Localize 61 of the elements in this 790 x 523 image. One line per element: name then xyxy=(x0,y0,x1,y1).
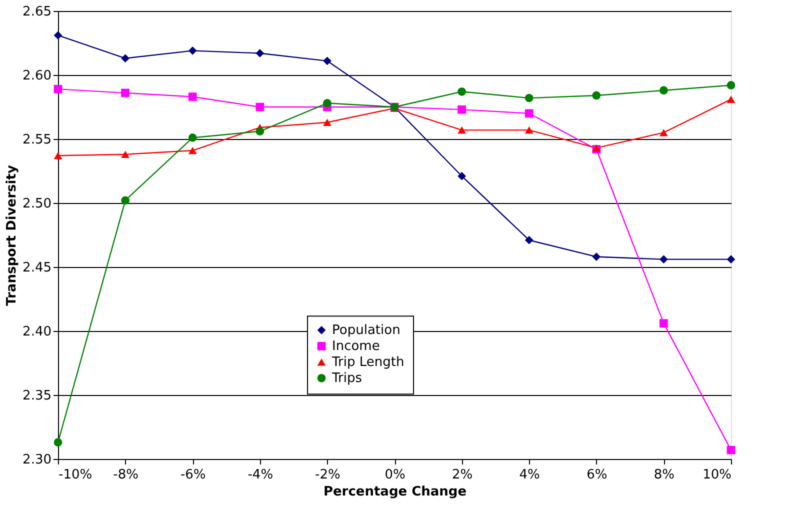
x-tick-label: -6% xyxy=(180,468,206,482)
y-tick-label: 2.65 xyxy=(22,4,52,20)
y-tick-label: 2.30 xyxy=(22,452,52,468)
point xyxy=(256,49,264,58)
y-tick-label: 2.50 xyxy=(22,196,52,212)
x-tick-label: -2% xyxy=(315,468,340,482)
point xyxy=(524,109,534,118)
legend-label: Income xyxy=(332,339,380,354)
x-axis-title: Percentage Change xyxy=(323,484,467,500)
point xyxy=(524,94,534,102)
x-tick-label: 6% xyxy=(586,468,608,482)
point xyxy=(121,54,130,63)
point xyxy=(458,105,466,114)
y-tick-label: 2.35 xyxy=(22,388,52,404)
point xyxy=(256,102,264,112)
y-tick-label: 2.55 xyxy=(22,132,52,148)
point xyxy=(726,96,736,103)
point xyxy=(592,252,601,261)
point xyxy=(458,87,466,96)
point xyxy=(323,98,332,108)
point xyxy=(54,84,62,94)
point xyxy=(458,126,466,134)
point xyxy=(524,236,534,244)
point xyxy=(188,134,197,142)
point xyxy=(458,172,466,180)
x-tick-label: -4% xyxy=(248,468,274,482)
point xyxy=(524,126,534,134)
point xyxy=(54,31,62,40)
point xyxy=(726,81,736,90)
point xyxy=(121,88,130,98)
point xyxy=(188,146,197,154)
x-tick-label: -8% xyxy=(113,468,138,482)
point xyxy=(121,196,130,205)
point xyxy=(256,127,264,136)
point xyxy=(592,91,601,100)
point xyxy=(726,446,736,454)
point xyxy=(188,46,197,55)
y-tick-label: 2.60 xyxy=(22,68,52,84)
point xyxy=(188,92,197,101)
point xyxy=(660,255,668,264)
point xyxy=(54,152,62,160)
x-tick-label: 4% xyxy=(519,468,540,482)
x-tick-label: 8% xyxy=(654,468,675,482)
point xyxy=(660,86,668,95)
point xyxy=(660,319,668,328)
point xyxy=(660,128,668,136)
x-tick-label: 2% xyxy=(452,468,473,482)
legend-label: Population xyxy=(332,323,400,338)
y-tick-label: 2.45 xyxy=(22,260,52,276)
y-tick-label: 2.40 xyxy=(22,324,52,340)
legend-label: Trips xyxy=(331,371,362,386)
point xyxy=(323,56,332,66)
legend-label: Trip Length xyxy=(331,355,404,370)
y-axis-title: Transport Diversity xyxy=(4,164,20,306)
x-tick-label: 0% xyxy=(384,468,406,482)
x-tick-label: -10% xyxy=(58,468,92,482)
point xyxy=(726,255,736,264)
point xyxy=(323,118,332,126)
point xyxy=(54,438,62,447)
x-tick-label: 10% xyxy=(702,468,732,482)
point xyxy=(121,150,130,158)
